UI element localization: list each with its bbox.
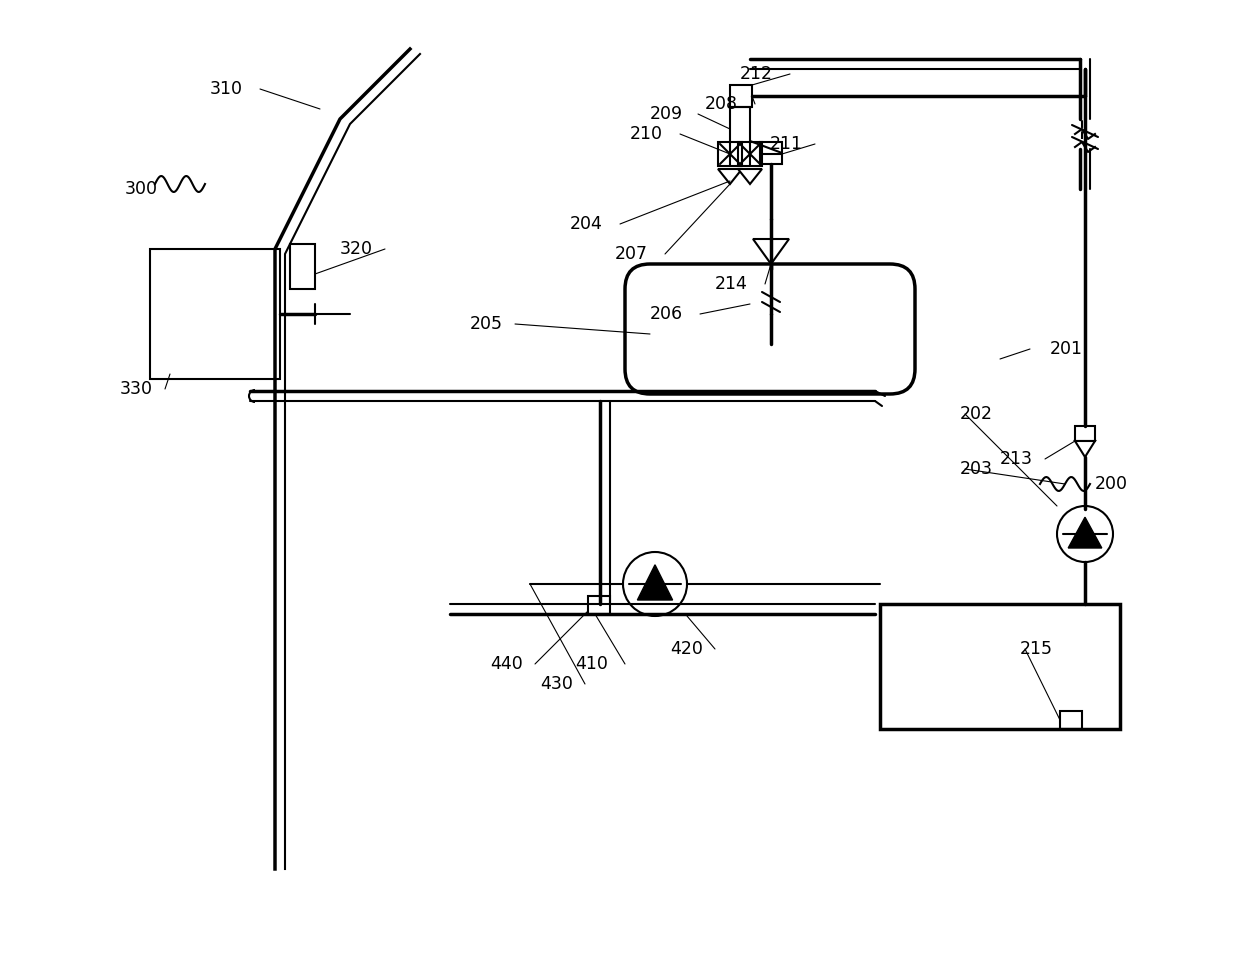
Bar xyxy=(1075,426,1095,441)
Text: 201: 201 xyxy=(1050,340,1083,358)
Text: 420: 420 xyxy=(670,640,703,658)
Text: 440: 440 xyxy=(490,655,523,673)
Text: 320: 320 xyxy=(340,240,373,258)
Bar xyxy=(1060,711,1083,729)
Bar xyxy=(760,142,782,164)
FancyBboxPatch shape xyxy=(625,264,915,394)
Text: 205: 205 xyxy=(470,315,503,333)
Bar xyxy=(730,85,751,107)
Polygon shape xyxy=(738,169,763,184)
Bar xyxy=(588,596,610,614)
Polygon shape xyxy=(753,239,789,264)
Bar xyxy=(880,604,1120,729)
Text: 200: 200 xyxy=(1095,475,1128,493)
Text: 209: 209 xyxy=(650,105,683,123)
Bar xyxy=(718,142,742,166)
Text: 203: 203 xyxy=(960,460,993,478)
Text: 204: 204 xyxy=(570,215,603,233)
Polygon shape xyxy=(718,169,742,184)
Text: 430: 430 xyxy=(539,675,573,693)
Bar xyxy=(150,249,280,379)
Polygon shape xyxy=(637,565,672,600)
Text: 212: 212 xyxy=(740,65,773,83)
Bar xyxy=(290,244,315,289)
Text: 310: 310 xyxy=(210,80,243,98)
Polygon shape xyxy=(1075,441,1095,457)
Text: 300: 300 xyxy=(125,180,157,198)
Bar xyxy=(738,142,763,166)
Polygon shape xyxy=(1068,517,1102,548)
Text: 410: 410 xyxy=(575,655,608,673)
Text: 213: 213 xyxy=(999,450,1033,468)
Text: 206: 206 xyxy=(650,305,683,323)
Text: 215: 215 xyxy=(1021,640,1053,658)
Text: 202: 202 xyxy=(960,405,993,423)
Text: 210: 210 xyxy=(630,125,663,143)
Text: 207: 207 xyxy=(615,245,649,263)
Text: 208: 208 xyxy=(706,95,738,113)
Text: 211: 211 xyxy=(770,135,804,153)
Text: 330: 330 xyxy=(120,380,153,398)
Text: 214: 214 xyxy=(715,275,748,293)
